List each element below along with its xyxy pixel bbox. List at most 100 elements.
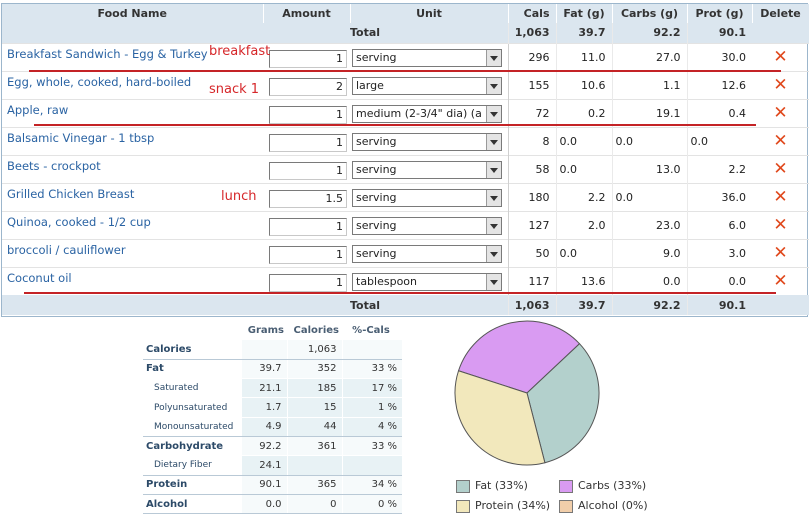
annotation-breakfast: breakfast <box>209 44 271 59</box>
dropdown-arrow-icon[interactable] <box>486 77 501 94</box>
col-carbs[interactable]: Carbs (g) <box>612 4 688 23</box>
col-amount[interactable]: Amount <box>263 4 351 23</box>
unit-select[interactable]: serving <box>352 48 502 67</box>
delete-icon[interactable]: ✕ <box>773 130 788 151</box>
prot-cell: 12.6 <box>686 70 752 99</box>
col-prot[interactable]: Prot (g) <box>687 4 753 23</box>
food-row: broccoli / cauliflower 1 serving 50 0.0 9.0 3.… <box>2 238 809 267</box>
legend-alcohol: Alcohol (0%) <box>559 499 648 513</box>
summary-pct: 34 % <box>341 475 402 495</box>
delete-icon[interactable]: ✕ <box>773 158 788 179</box>
prot-cell: 36.0 <box>686 182 752 211</box>
divider-line-snack <box>34 124 756 126</box>
summary-calories: 0 <box>286 494 342 515</box>
unit-select[interactable]: medium (2-3/4" dia) (a <box>352 104 502 123</box>
unit-select-value: tablespoon <box>356 274 418 288</box>
delete-icon[interactable]: ✕ <box>773 186 788 207</box>
amount-input[interactable]: 1 <box>269 162 347 180</box>
carbs-cell: 0.0 <box>611 266 687 295</box>
amount-input[interactable]: 1 <box>269 246 347 264</box>
amount-input[interactable]: 1 <box>269 134 347 152</box>
food-name-link[interactable]: Egg, whole, cooked, hard-boiled <box>7 74 192 89</box>
food-row: Breakfast Sandwich - Egg & Turkey 1 servin… <box>2 42 809 71</box>
unit-select[interactable]: serving <box>352 216 502 235</box>
fat-cell: 0.0 <box>555 126 612 155</box>
food-row: Coconut oil 1 tablespoon 117 13.6 0.0 0.0 ✕ <box>2 266 809 295</box>
delete-icon[interactable]: ✕ <box>773 242 788 263</box>
total-cals: 1,063 <box>507 23 556 43</box>
unit-select[interactable]: serving <box>352 160 502 179</box>
fat-cell: 0.0 <box>555 154 612 183</box>
legend-fat-swatch <box>456 479 470 493</box>
annotation-lunch: lunch <box>221 189 257 204</box>
dropdown-arrow-icon[interactable] <box>486 273 501 290</box>
amount-input[interactable]: 1 <box>269 274 347 293</box>
legend-fat: Fat (33%) <box>456 479 528 493</box>
summary-row: Polyunsaturated 1.7 15 1 % <box>143 397 402 418</box>
prot-cell: 0.0 <box>686 266 752 295</box>
summary-grams: 0.0 <box>240 494 287 515</box>
delete-icon[interactable]: ✕ <box>773 102 788 123</box>
food-name-link[interactable]: Beets - crockpot <box>7 158 101 173</box>
dropdown-arrow-icon[interactable] <box>486 133 501 150</box>
total-cals: 1,063 <box>507 295 556 315</box>
summary-col-grams: Grams <box>247 324 284 336</box>
carbs-cell: 9.0 <box>611 238 687 267</box>
carbs-cell: 13.0 <box>611 154 687 183</box>
summary-calories: 44 <box>286 417 342 437</box>
food-name-link[interactable]: Breakfast Sandwich - Egg & Turkey <box>7 46 208 61</box>
delete-icon[interactable]: ✕ <box>773 46 788 67</box>
food-table: Food Name Amount Unit Cals Fat (g) Carbs… <box>2 4 810 315</box>
amount-input[interactable]: 1.5 <box>269 190 347 208</box>
carbs-cell: 23.0 <box>611 210 687 239</box>
dropdown-arrow-icon[interactable] <box>486 245 501 262</box>
col-unit[interactable]: Unit <box>350 4 509 23</box>
dropdown-arrow-icon[interactable] <box>486 49 501 66</box>
unit-select[interactable]: serving <box>352 132 502 151</box>
total-fat: 39.7 <box>555 295 612 315</box>
col-cals[interactable]: Cals <box>508 4 557 23</box>
cals-cell: 155 <box>507 70 556 99</box>
unit-select[interactable]: tablespoon <box>352 272 502 291</box>
legend-protein-label: Protein (34%) <box>475 499 551 512</box>
fat-cell: 2.2 <box>555 182 612 211</box>
summary-label: Carbohydrate <box>143 436 241 457</box>
prot-cell: 3.0 <box>686 238 752 267</box>
unit-select[interactable]: serving <box>352 244 502 263</box>
food-name-link[interactable]: Grilled Chicken Breast <box>7 186 135 201</box>
food-name-link[interactable]: Quinoa, cooked - 1/2 cup <box>7 214 151 229</box>
delete-icon[interactable]: ✕ <box>773 74 788 95</box>
food-row: Grilled Chicken Breast 1.5 serving 180 2.2 0.… <box>2 182 809 211</box>
carbs-cell: 0.0 <box>611 182 687 211</box>
dropdown-arrow-icon[interactable] <box>486 189 501 206</box>
food-name-link[interactable]: broccoli / cauliflower <box>7 242 126 257</box>
delete-icon[interactable]: ✕ <box>773 214 788 235</box>
amount-input[interactable]: 2 <box>269 78 347 96</box>
amount-input[interactable]: 1 <box>269 50 347 68</box>
food-name-link[interactable]: Balsamic Vinegar - 1 tbsp <box>7 130 155 145</box>
food-name-link[interactable]: Apple, raw <box>7 102 69 117</box>
food-row: Egg, whole, cooked, hard-boiled 2 large 155… <box>2 70 809 99</box>
fat-cell: 2.0 <box>555 210 612 239</box>
dropdown-arrow-icon[interactable] <box>486 105 501 122</box>
summary-row: Saturated 21.1 185 17 % <box>143 378 402 399</box>
pie-slice-carbs <box>457 320 581 394</box>
amount-input[interactable]: 1 <box>269 106 347 124</box>
dropdown-arrow-icon[interactable] <box>486 217 501 234</box>
summary-grams: 90.1 <box>240 475 287 495</box>
dropdown-arrow-icon[interactable] <box>486 161 501 178</box>
amount-input[interactable]: 1 <box>269 218 347 236</box>
delete-icon[interactable]: ✕ <box>773 270 788 291</box>
food-row: Apple, raw 1 medium (2-3/4" dia) (a 72 0.2 19… <box>2 98 809 127</box>
legend-carbs-swatch <box>559 479 573 493</box>
col-fat[interactable]: Fat (g) <box>556 4 613 23</box>
unit-select-value: large <box>356 78 384 92</box>
food-name-link[interactable]: Coconut oil <box>7 270 72 285</box>
summary-pct: 33 % <box>341 436 402 457</box>
prot-cell: 6.0 <box>686 210 752 239</box>
unit-select[interactable]: large <box>352 76 502 95</box>
col-food-name[interactable]: Food Name <box>2 4 264 23</box>
food-log-panel: Food Name Amount Unit Cals Fat (g) Carbs… <box>1 3 810 317</box>
legend-protein-swatch <box>456 499 470 513</box>
unit-select[interactable]: serving <box>352 188 502 207</box>
